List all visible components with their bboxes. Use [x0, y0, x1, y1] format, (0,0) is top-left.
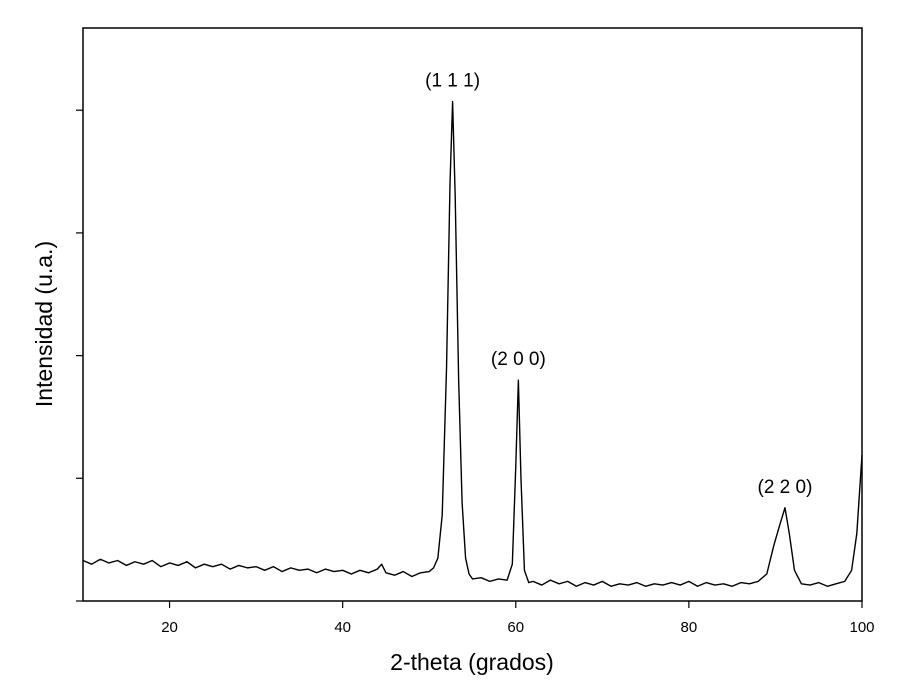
data-line — [82, 100, 863, 587]
peak-annotation: (1 1 1) — [425, 71, 480, 92]
y-axis-label: Intensidad (u.a.) — [31, 241, 57, 407]
x-tick-label: 80 — [681, 619, 698, 636]
peak-annotation: (2 2 0) — [758, 477, 813, 498]
x-tick-label: 20 — [161, 619, 178, 636]
peak-annotation: (2 0 0) — [491, 349, 546, 370]
x-tick-label: 40 — [334, 619, 351, 636]
x-tick-label: 100 — [849, 619, 874, 636]
x-axis-label: 2-theta (grados) — [390, 649, 554, 675]
plot-frame — [82, 27, 863, 602]
x-tick-label: 60 — [507, 619, 524, 636]
